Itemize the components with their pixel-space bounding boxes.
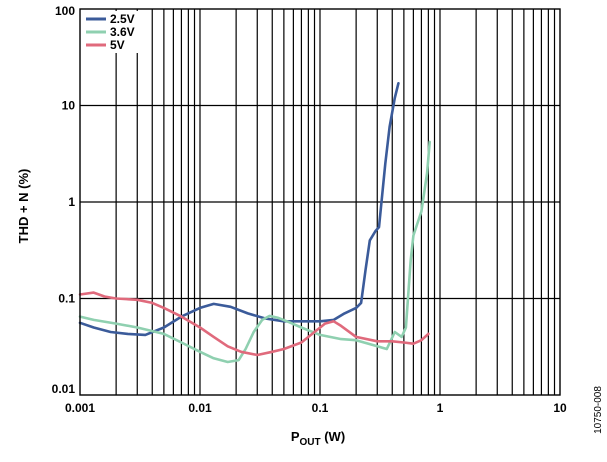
y-tick-label: 1	[68, 195, 75, 209]
y-tick-label: 100	[55, 4, 75, 18]
x-tick-label: 0.001	[65, 401, 95, 415]
legend-label: 5V	[110, 38, 125, 52]
legend-label: 3.6V	[110, 25, 135, 39]
x-tick-label: 0.01	[188, 401, 212, 415]
y-axis-title: THD + N (%)	[16, 169, 31, 244]
x-axis-title-subscript: OUT	[300, 437, 321, 448]
x-axis-title-unit: (W)	[321, 429, 346, 444]
x-tick-label: 0.1	[312, 401, 329, 415]
grid	[80, 9, 560, 395]
x-tick-label: 1	[437, 401, 444, 415]
y-tick-label: 0.01	[52, 382, 76, 396]
y-tick-label: 0.1	[58, 292, 75, 306]
y-tick-labels: 0.01 0.1 1 10 100	[52, 4, 76, 396]
x-axis-title: POUT (W)	[291, 429, 345, 448]
y-tick-label: 10	[62, 99, 76, 113]
x-axis-title-main: P	[291, 429, 300, 444]
x-tick-label: 10	[553, 401, 567, 415]
legend-label: 2.5V	[110, 12, 135, 26]
series-line-3.6V	[78, 140, 431, 364]
series-line-5V	[78, 291, 430, 357]
series-lines	[78, 82, 431, 364]
series-line-2.5V	[78, 82, 400, 337]
figure-id: 10750-008	[593, 386, 604, 434]
plot-frame	[79, 8, 561, 396]
x-tick-labels: 0.001 0.01 0.1 1 10	[65, 401, 567, 415]
